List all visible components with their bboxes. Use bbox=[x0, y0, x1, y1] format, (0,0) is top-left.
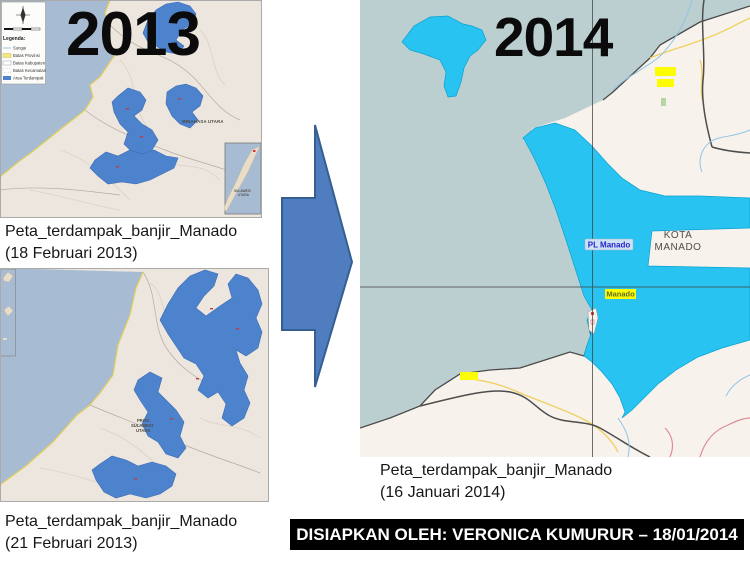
caption-feb18-line2: (18 Februari 2013) bbox=[5, 245, 138, 262]
roads-major-dark bbox=[419, 0, 750, 457]
kota-text: KOTA bbox=[664, 230, 692, 241]
caption-feb21-line1: Peta_terdampak_banjir_Manado bbox=[5, 513, 238, 530]
place-chip-southwest bbox=[460, 372, 478, 380]
manado-city-text: MANADO bbox=[655, 242, 702, 253]
legend-item-batas-kabupaten: Batas Kabupaten bbox=[13, 61, 46, 66]
label-pl-manado: PL Manado bbox=[584, 238, 634, 251]
svg-text:UTARA: UTARA bbox=[136, 428, 150, 433]
legend-box: Legenda: Sungai Batas Provinsi Batas Kab… bbox=[1, 1, 47, 85]
year-label-2013: 2013 bbox=[66, 0, 201, 69]
credit-banner: DISIAPKAN OLEH: VERONICA KUMURUR – 18/01… bbox=[290, 519, 744, 550]
flood-areas-feb21 bbox=[91, 269, 263, 499]
region-label-minahasa-utara: MINAHASA UTARA bbox=[182, 119, 224, 124]
legend-item-area-terdampak: Area Terdampak bbox=[13, 76, 45, 81]
inset-label-line2: UTARA bbox=[238, 193, 250, 197]
map-border bbox=[0, 268, 269, 502]
map-flood-2013-feb18: MINAHASA UTARA Legenda: Sungai Batas Pro… bbox=[0, 0, 262, 218]
inset-map-islands bbox=[0, 268, 16, 357]
pl-manado-text: PL Manado bbox=[588, 241, 631, 250]
micro-label-marks bbox=[134, 308, 239, 480]
compass-icon bbox=[16, 6, 30, 24]
caption-jan16-line2: (16 Januari 2014) bbox=[380, 484, 506, 501]
legend-item-batas-kecamatan: Batas Kecamatan bbox=[13, 68, 47, 73]
region-label-prov-sulawesi-utara: PROV. SULAWESI UTARA bbox=[131, 418, 153, 433]
inset-label-line1: SULAWESI bbox=[234, 189, 251, 193]
place-chip-north-1 bbox=[655, 67, 676, 76]
highlight-labels-yellow bbox=[460, 67, 676, 380]
caption-feb18-line1: Peta_terdampak_banjir_Manado bbox=[5, 223, 238, 240]
sea-area bbox=[0, 268, 143, 485]
rivers bbox=[612, 0, 750, 457]
manado-text: Manado bbox=[606, 290, 635, 299]
caption-map-jan16: Peta_terdampak_banjir_Manado (16 Januari… bbox=[380, 460, 612, 504]
flood-blob-offshore bbox=[401, 15, 487, 98]
caption-map-feb21: Peta_terdampak_banjir_Manado (21 Februar… bbox=[5, 511, 237, 555]
inset-map-sulawesi: SULAWESI UTARA bbox=[223, 142, 262, 215]
caption-jan16-line1: Peta_terdampak_banjir_Manado bbox=[380, 462, 613, 479]
coastline-province-border bbox=[0, 0, 118, 178]
micro-label-marks bbox=[116, 98, 181, 168]
map-border bbox=[0, 0, 262, 218]
svg-text:SULAWESI: SULAWESI bbox=[131, 423, 153, 428]
legend-item-batas-provinsi: Batas Provinsi bbox=[13, 53, 40, 58]
map-flood-2014-jan16: PL Manado Manado KOTA MANADO bbox=[360, 0, 750, 457]
place-chip-north-2 bbox=[657, 79, 674, 87]
graticule bbox=[360, 0, 750, 457]
year-label-2014: 2014 bbox=[494, 6, 613, 68]
scale-bar bbox=[4, 27, 41, 31]
admin-boundaries bbox=[0, 24, 241, 196]
label-manado: Manado bbox=[605, 289, 636, 299]
flood-areas-jan16 bbox=[401, 15, 750, 419]
label-kota-manado: KOTA MANADO bbox=[655, 230, 702, 253]
legend-title: Legenda: bbox=[3, 36, 26, 42]
svg-text:PROV.: PROV. bbox=[137, 418, 150, 423]
transition-arrow bbox=[281, 124, 354, 388]
legend-item-sungai: Sungai bbox=[13, 46, 26, 51]
vegetation-patch bbox=[661, 98, 666, 106]
caption-feb21-line2: (21 Februari 2013) bbox=[5, 535, 138, 552]
coastline-province-border bbox=[0, 271, 144, 486]
right-arrow-icon bbox=[281, 124, 354, 388]
caption-map-feb18: Peta_terdampak_banjir_Manado (18 Februar… bbox=[5, 221, 237, 265]
map-flood-2013-feb21: PROV. SULAWESI UTARA bbox=[0, 268, 269, 502]
flood-areas-feb18 bbox=[89, 1, 204, 185]
